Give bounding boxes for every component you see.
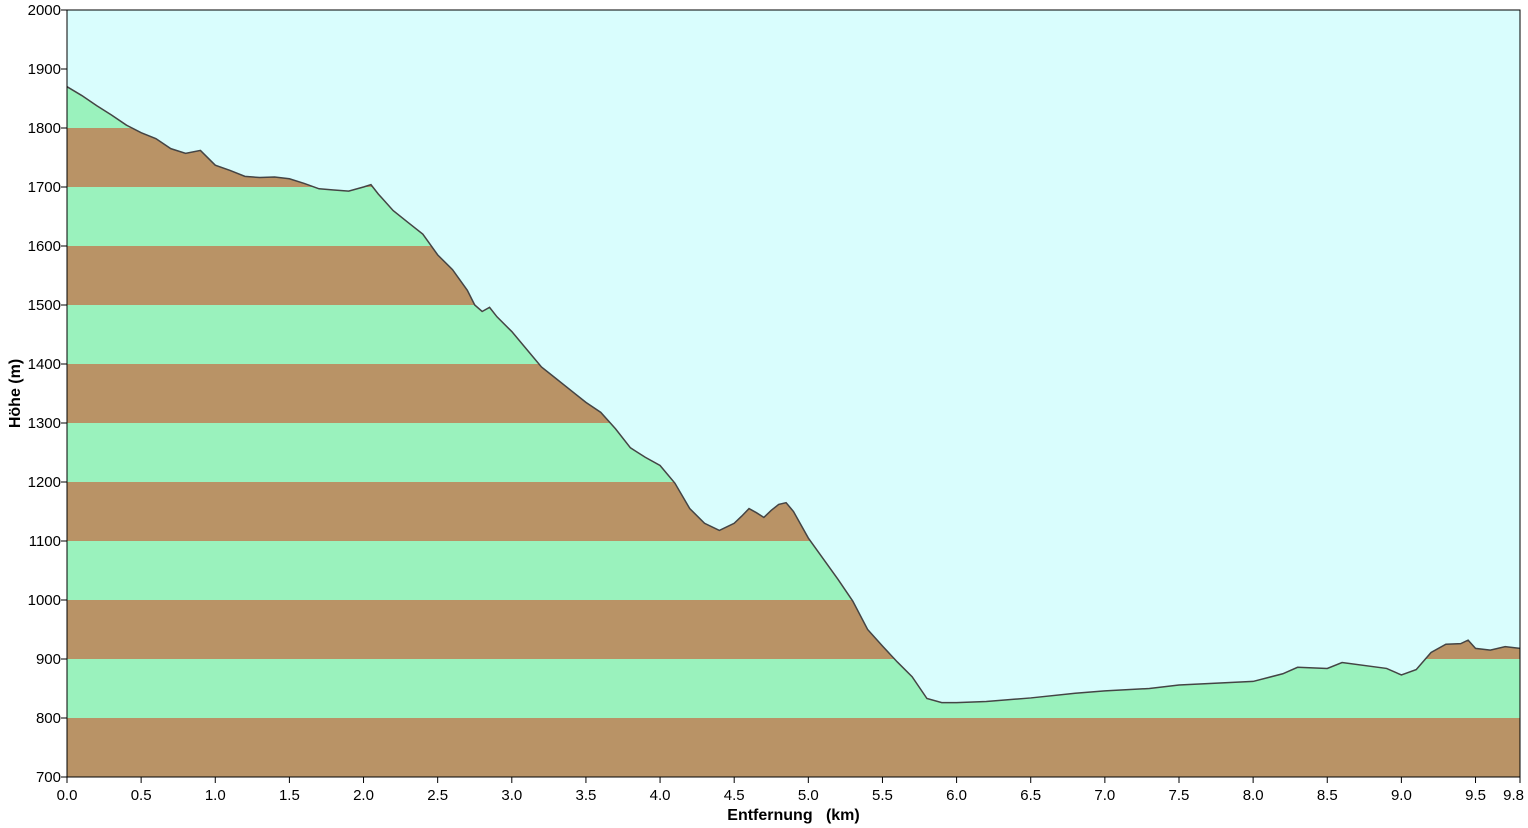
y-axis-title: Höhe (m) [7, 359, 24, 428]
x-tick-label: 2.0 [353, 787, 374, 804]
x-tick-label: 2.5 [427, 787, 448, 804]
x-tick-label: 9.8 [1503, 787, 1524, 804]
x-tick-label: 8.5 [1317, 787, 1338, 804]
x-tick-label: 9.0 [1391, 787, 1412, 804]
y-tick-label: 700 [36, 769, 61, 786]
x-tick-label: 5.5 [872, 787, 893, 804]
x-tick-label: 3.0 [501, 787, 522, 804]
y-tick-label: 1800 [28, 120, 61, 137]
x-tick-label: 4.5 [724, 787, 745, 804]
y-tick-label: 1000 [28, 592, 61, 609]
y-tick-label: 800 [36, 710, 61, 727]
y-tick-label: 1600 [28, 238, 61, 255]
x-axis: 0.0 0.5 1.0 1.5 2.0 2.5 3.0 3.5 4.0 4.5 5.0 5.5 6.0 6… [57, 777, 1524, 804]
x-tick-label: 9.5 [1465, 787, 1486, 804]
x-tick-label: 6.0 [946, 787, 967, 804]
x-tick-label: 1.5 [279, 787, 300, 804]
x-tick-label: 8.0 [1243, 787, 1264, 804]
x-tick-label: 5.0 [798, 787, 819, 804]
y-tick-label: 1900 [28, 61, 61, 78]
y-axis: 700 800 900 1000 1100 1200 1300 1400 1500 1600 170… [28, 2, 67, 786]
y-tick-label: 1300 [28, 415, 61, 432]
y-tick-label: 1100 [29, 533, 61, 550]
y-tick-label: 1200 [28, 474, 61, 491]
x-axis-title: Entfernung (km) [727, 807, 859, 824]
x-tick-label: 7.0 [1094, 787, 1115, 804]
sky-area [67, 10, 1520, 703]
y-tick-label: 900 [36, 651, 61, 668]
x-tick-label: 4.0 [650, 787, 671, 804]
elevation-profile-line [66, 86, 1521, 704]
x-tick-label: 1.0 [205, 787, 226, 804]
y-tick-label: 1500 [28, 297, 61, 314]
elevation-band [67, 718, 1520, 777]
y-tick-label: 1400 [28, 356, 61, 373]
x-tick-label: 3.5 [575, 787, 596, 804]
plot-frame [66, 9, 1521, 778]
x-tick-label: 0.0 [57, 787, 78, 804]
y-tick-label: 1700 [28, 179, 61, 196]
x-tick-label: 0.5 [131, 787, 152, 804]
y-tick-label: 2000 [28, 2, 61, 19]
x-tick-label: 7.5 [1169, 787, 1190, 804]
x-tick-label: 6.5 [1020, 787, 1041, 804]
